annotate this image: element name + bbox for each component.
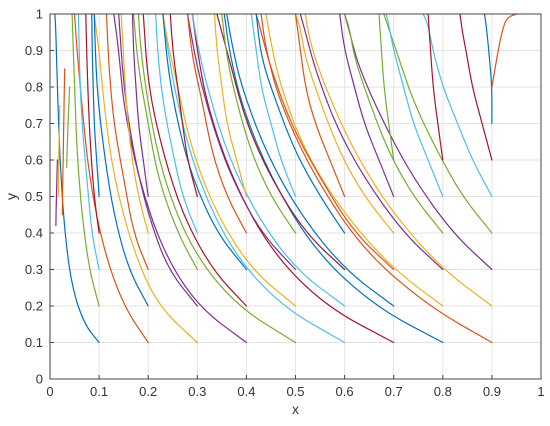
y-axis-label: y [3, 193, 19, 200]
plot-series [54, 13, 518, 344]
x-tick-label: 0 [46, 384, 53, 399]
trajectory-line [213, 13, 247, 198]
trajectory-line [73, 13, 149, 344]
y-tick-label: 1 [36, 7, 43, 22]
trajectory-line [57, 104, 61, 198]
x-axis-label: x [292, 401, 299, 417]
x-tick-label: 0.8 [434, 384, 452, 399]
trajectory-line [223, 13, 444, 344]
x-tick-label: 0.9 [483, 384, 501, 399]
trajectory-line [422, 13, 493, 198]
trajectory-line [191, 13, 395, 344]
ticks: 0 0.1 0.2 0.3 0.4 0.5 0.6 0.7 0.8 0.9 1 0 0.1 0.2 0.3 0… [25, 7, 545, 400]
y-tick-label: 0.6 [25, 153, 43, 168]
trajectory-line [294, 13, 346, 198]
trajectory-line [294, 13, 395, 234]
y-tick-label: 0.7 [25, 116, 43, 131]
y-tick-label: 0.4 [25, 226, 43, 241]
trajectory-line [169, 13, 198, 198]
trajectory-line [491, 13, 518, 88]
trajectory-line [226, 13, 395, 307]
trajectory-line [71, 13, 100, 307]
trajectory-line [344, 13, 493, 271]
x-tick-label: 0.3 [188, 384, 206, 399]
trajectory-line [77, 13, 100, 271]
trajectory-line [162, 13, 346, 344]
trajectory-line [260, 13, 493, 344]
trajectory-line [383, 13, 493, 234]
trajectory-line [142, 13, 247, 307]
x-tick-label: 0.4 [237, 384, 255, 399]
x-tick-label: 0.1 [90, 384, 108, 399]
trajectory-line [93, 13, 198, 344]
trajectory-line [344, 13, 444, 234]
trajectory-line [216, 13, 346, 271]
trajectory-line [221, 13, 297, 234]
x-tick-label: 0.7 [385, 384, 403, 399]
trajectory-line [113, 13, 247, 344]
trajectory-line [162, 13, 247, 271]
trajectory-line [54, 13, 100, 344]
trajectory-line [483, 13, 493, 125]
trajectory-line [378, 13, 395, 161]
trajectory-line [85, 13, 100, 234]
trajectory-line [162, 13, 297, 307]
y-tick-label: 0.3 [25, 262, 43, 277]
trajectory-line [265, 13, 444, 307]
y-tick-label: 0.1 [25, 335, 43, 350]
trajectory-line [93, 13, 149, 307]
trajectory-line [91, 13, 100, 198]
trajectory-line [250, 13, 297, 198]
x-tick-label: 0.5 [286, 384, 304, 399]
trajectory-line [427, 13, 444, 161]
x-tick-label: 0.2 [139, 384, 157, 399]
trajectory-line [255, 13, 346, 234]
y-tick-label: 0.8 [25, 80, 43, 95]
x-tick-label: 0.6 [336, 384, 354, 399]
y-tick-label: 0.5 [25, 189, 43, 204]
trajectory-line [339, 13, 395, 198]
trajectory-line [299, 13, 444, 271]
trajectory-line [385, 13, 444, 198]
y-tick-label: 0.9 [25, 43, 43, 58]
trajectory-line [186, 13, 247, 234]
trajectory-line [459, 13, 493, 161]
trajectory-line [105, 13, 149, 271]
trajectory-line [304, 13, 493, 307]
y-tick-label: 0.2 [25, 299, 43, 314]
trajectory-line [155, 13, 198, 234]
trajectory-line [191, 13, 346, 307]
trajectory-line [66, 86, 71, 168]
trajectory-line [186, 13, 297, 271]
y-tick-label: 0 [36, 372, 43, 387]
trajectory-line [120, 13, 149, 234]
trajectory-line [61, 68, 66, 216]
trajectory-line [255, 13, 395, 271]
trajectory-line [55, 159, 58, 227]
trajectory-line [132, 13, 198, 271]
trajectory-line [131, 13, 149, 198]
trajectory-line [137, 13, 297, 344]
x-tick-label: 1 [537, 384, 544, 399]
